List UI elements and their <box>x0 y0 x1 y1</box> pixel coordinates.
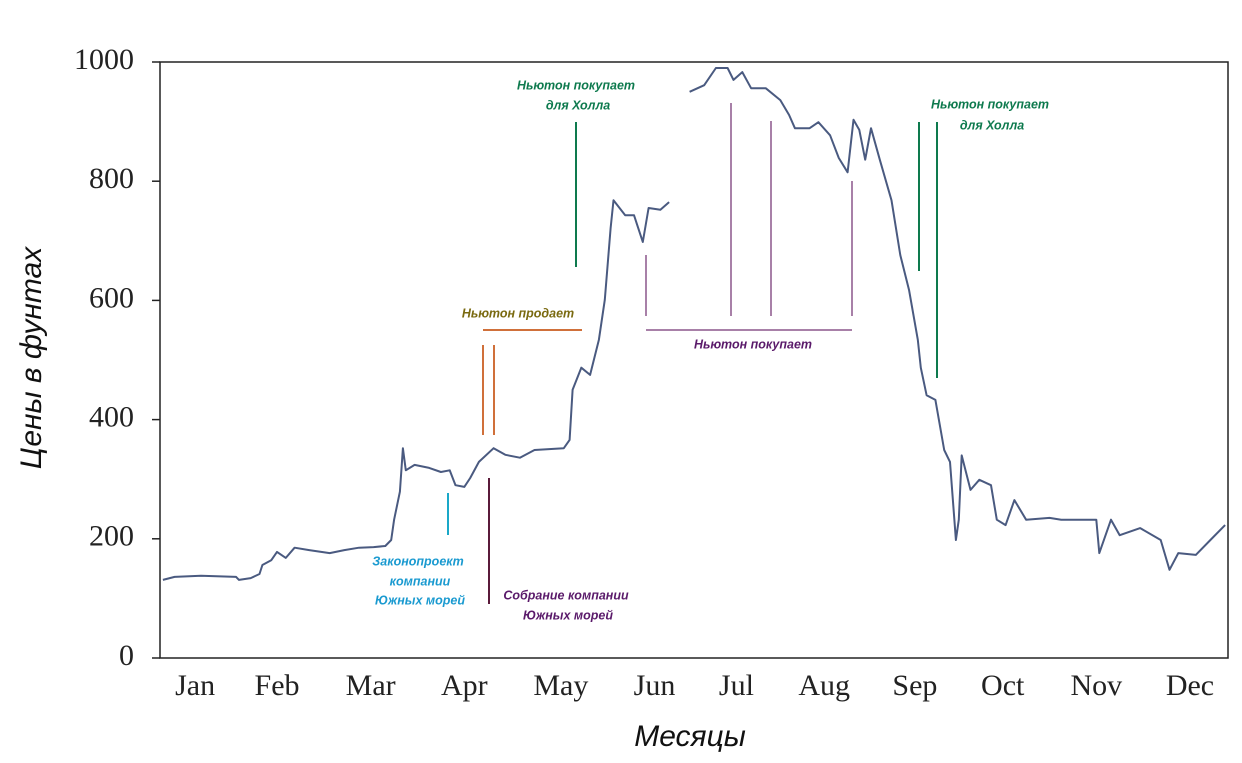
x-tick-label: Mar <box>346 669 396 702</box>
y-tick-label: 200 <box>89 520 134 553</box>
annotation: для Холла <box>960 118 1024 132</box>
annotation: Южных морей <box>523 608 613 622</box>
x-tick-label: Jan <box>175 669 215 702</box>
x-tick-label: Jul <box>719 669 754 702</box>
annotations: Ньютон покупает для Холла Ньютон покупае… <box>372 78 1049 622</box>
y-tick-label: 800 <box>89 162 134 195</box>
x-tick-label: Feb <box>255 669 300 702</box>
x-tick-label: Sep <box>892 669 937 702</box>
annotation: Законопроект <box>372 554 463 568</box>
annotation: Ньютон покупает <box>694 337 812 351</box>
annotation: Южных морей <box>375 593 465 607</box>
price-line <box>162 67 1226 581</box>
x-tick-label: Oct <box>981 669 1025 702</box>
y-tick-label: 600 <box>89 281 134 314</box>
x-tick-label: Jun <box>634 669 676 702</box>
annotation: для Холла <box>546 98 610 112</box>
x-axis-label: Месяцы <box>634 720 746 753</box>
x-tick-label: May <box>533 669 588 702</box>
x-tick-label: Dec <box>1166 669 1214 702</box>
x-tick-label: Nov <box>1070 669 1122 702</box>
y-tick-label: 400 <box>89 400 134 433</box>
annotation: Ньютон покупает <box>931 97 1049 111</box>
x-tick-label: Aug <box>798 669 850 702</box>
x-tick-label: Apr <box>441 669 488 702</box>
plot-frame <box>159 61 1229 659</box>
annotation: компании <box>390 574 451 588</box>
y-axis-label: Цены в фунтах <box>15 246 48 469</box>
annotation: Ньютон покупает <box>517 78 635 92</box>
annotation: Ньютон продает <box>462 306 574 320</box>
y-tick-label: 0 <box>119 639 134 672</box>
annotation: Собрание компании <box>503 588 629 602</box>
y-tick-label: 1000 <box>74 43 134 76</box>
